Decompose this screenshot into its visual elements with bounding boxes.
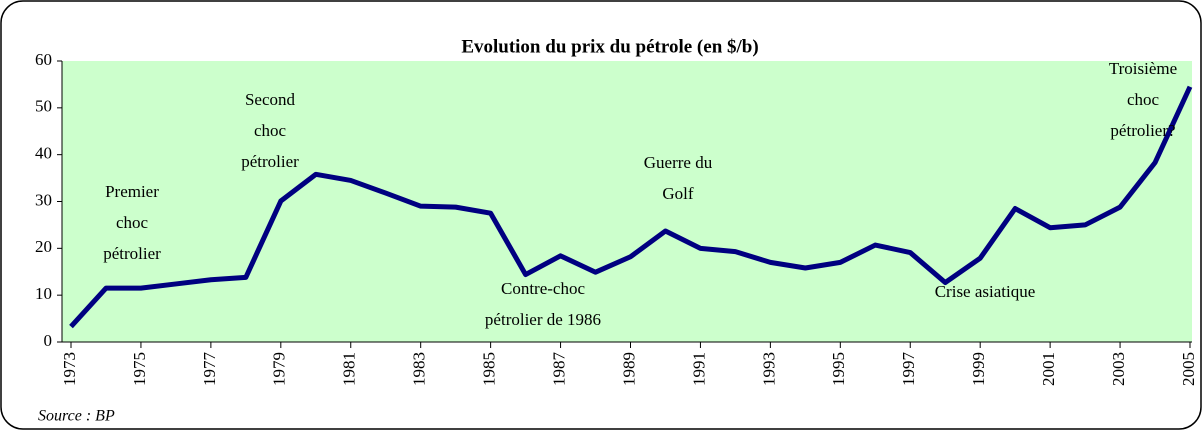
x-tick-label: 1999: [969, 352, 988, 386]
x-tick-label: 1983: [410, 352, 429, 386]
annotation: Premier: [105, 182, 159, 201]
annotation: Troisième: [1109, 59, 1177, 78]
x-tick-label: 2005: [1179, 352, 1198, 386]
x-tick-label: 1975: [130, 352, 149, 386]
x-tick-label: 1985: [480, 352, 499, 386]
y-tick-label: 50: [35, 97, 52, 116]
annotation: Golf: [662, 184, 694, 203]
annotation: Second: [245, 90, 296, 109]
x-tick-label: 1973: [60, 352, 79, 386]
annotation: Guerre du: [644, 153, 713, 172]
annotation: pétrolier?: [1110, 121, 1175, 140]
y-tick-label: 0: [44, 331, 53, 350]
x-tick-label: 1987: [549, 352, 568, 387]
y-tick-label: 60: [35, 50, 52, 69]
x-tick-label: 2001: [1039, 352, 1058, 386]
source: Source : BP: [38, 408, 115, 425]
y-tick-label: 10: [35, 284, 52, 303]
chart-title: Evolution du prix du pétrole (en $/b): [461, 36, 758, 57]
annotation: Crise asiatique: [935, 282, 1036, 301]
y-tick-label: 20: [35, 237, 52, 256]
plot-area: [62, 61, 1192, 342]
annotation: Contre-choc: [501, 279, 585, 298]
x-tick-label: 1977: [200, 352, 219, 387]
x-tick-label: 2003: [1109, 352, 1128, 386]
y-tick-label: 40: [35, 144, 52, 163]
annotation: pétrolier de 1986: [485, 310, 601, 329]
annotation: pétrolier: [103, 244, 161, 263]
annotation: pétrolier: [241, 152, 299, 171]
x-tick-label: 1995: [829, 352, 848, 386]
x-tick-label: 1981: [340, 352, 359, 386]
x-tick-label: 1989: [619, 352, 638, 386]
annotation: choc: [1127, 90, 1160, 109]
x-tick-label: 1991: [689, 352, 708, 386]
line: [69, 85, 1193, 329]
y-tick-label: 30: [35, 190, 52, 209]
annotation: choc: [254, 121, 287, 140]
x-tick-label: 1997: [899, 352, 918, 387]
x-tick-label: 1979: [270, 352, 289, 386]
annotation: choc: [116, 213, 149, 232]
x-tick-label: 1993: [759, 352, 778, 386]
